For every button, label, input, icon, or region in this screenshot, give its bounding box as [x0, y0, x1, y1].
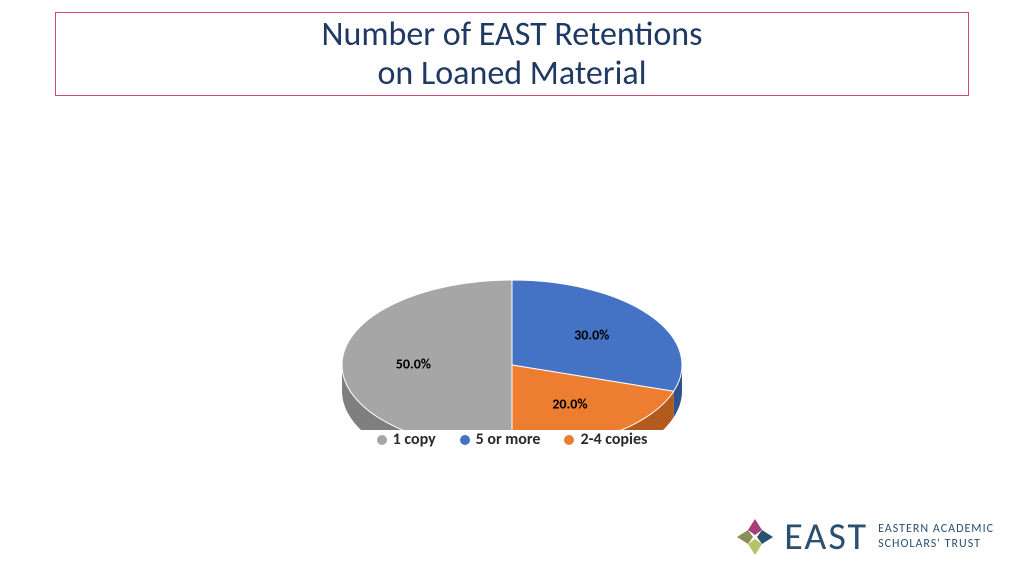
title-line-2: on Loaned Material [377, 54, 646, 93]
legend-dot-icon [564, 435, 574, 445]
legend-dot-icon [377, 435, 387, 445]
slice-label: 20.0% [552, 395, 587, 412]
logo-sub-line2: SCHOLARS' TRUST [878, 537, 994, 552]
legend-label: 1 copy [393, 430, 436, 449]
title-line-1: Number of EAST Retentions [322, 15, 703, 54]
east-logo: EAST EASTERN ACADEMIC SCHOLARS' TRUST [734, 516, 994, 558]
logo-mark-icon [734, 516, 776, 558]
slice-label: 30.0% [574, 326, 609, 343]
logo-sub-line1: EASTERN ACADEMIC [878, 522, 994, 537]
legend-label: 5 or more [476, 430, 541, 449]
pie-chart-svg: 50.0% 30.0% 20.0% [0, 130, 1024, 430]
legend-label: 2-4 copies [580, 430, 647, 449]
chart-legend: 1 copy 5 or more 2-4 copies [0, 430, 1024, 450]
logo-main-text: EAST [784, 518, 868, 556]
legend-item: 1 copy [377, 430, 436, 449]
legend-item: 2-4 copies [564, 430, 647, 449]
slice-label: 50.0% [396, 355, 431, 372]
title-box: Number of EAST Retentions on Loaned Mate… [55, 12, 969, 96]
logo-sub-text: EASTERN ACADEMIC SCHOLARS' TRUST [878, 522, 994, 552]
legend-dot-icon [460, 435, 470, 445]
legend-item: 5 or more [460, 430, 541, 449]
pie-chart: 50.0% 30.0% 20.0% [0, 130, 1024, 430]
